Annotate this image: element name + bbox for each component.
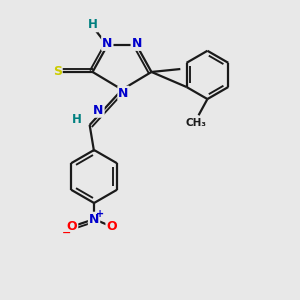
Text: +: + (97, 209, 105, 219)
Text: O: O (67, 220, 77, 233)
Text: O: O (106, 220, 117, 233)
Text: N: N (93, 104, 104, 117)
Text: CH₃: CH₃ (185, 118, 206, 128)
Text: −: − (62, 228, 71, 238)
Text: N: N (132, 37, 142, 50)
Text: N: N (102, 37, 112, 50)
Text: H: H (72, 113, 82, 126)
Text: N: N (118, 87, 129, 100)
Text: N: N (89, 213, 99, 226)
Text: H: H (88, 18, 98, 32)
Text: S: S (53, 65, 62, 79)
